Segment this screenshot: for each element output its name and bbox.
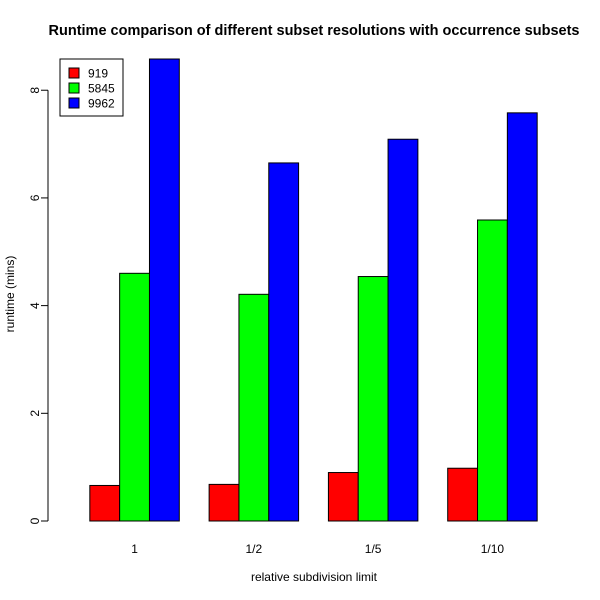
legend-label-919: 919 (88, 67, 108, 81)
x-tick-label: 1/10 (481, 542, 505, 556)
y-tick-label: 8 (28, 87, 42, 94)
x-tick-label: 1/5 (365, 542, 382, 556)
chart-title: Runtime comparison of different subset r… (49, 23, 580, 39)
y-axis: 0 2 4 6 8 (28, 87, 49, 524)
legend-swatch-5845 (68, 82, 80, 94)
bar-9962-1/2 (268, 162, 300, 522)
y-tick-label: 6 (28, 194, 42, 201)
bar-5845-1/5 (357, 276, 389, 522)
bar-9962-1/10 (506, 112, 538, 522)
x-tick-label: 1/2 (246, 542, 263, 556)
legend-label-5845: 5845 (88, 82, 115, 96)
bar-5845-1/2 (238, 293, 270, 522)
legend-label-9962: 9962 (88, 97, 115, 111)
bar-5845-1/10 (477, 219, 508, 522)
x-axis: 1 1/2 1/5 1/10 (131, 542, 504, 556)
bar-919-1/2 (208, 483, 240, 522)
legend-swatch-9962 (68, 97, 80, 109)
bar-9962-1/5 (387, 138, 419, 522)
legend-swatch-919 (68, 67, 80, 79)
bar-9962-1 (148, 58, 180, 522)
y-tick-label: 4 (28, 302, 42, 309)
bars (89, 58, 538, 522)
x-axis-label: relative subdivision limit (251, 570, 378, 584)
y-axis-label: runtime (mins) (3, 256, 17, 333)
bar-5845-1 (119, 272, 150, 522)
x-tick-label: 1 (131, 542, 138, 556)
bar-919-1/10 (447, 467, 479, 522)
y-tick-label: 2 (28, 410, 42, 417)
bar-919-1 (89, 484, 121, 522)
bar-919-1/5 (327, 472, 359, 522)
y-tick-label: 0 (28, 517, 42, 524)
